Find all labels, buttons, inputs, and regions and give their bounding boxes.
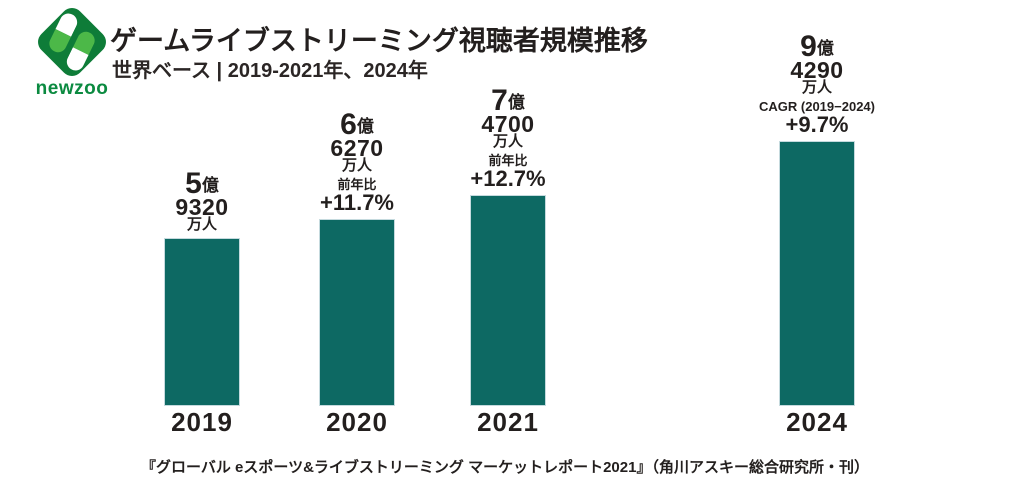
year-label-2024: 2024 [786, 407, 848, 437]
value-label: 6 億 [340, 108, 374, 141]
cagr-label: CAGR (2019−2024) [759, 99, 875, 114]
growth-value: +11.7% [319, 190, 394, 215]
value-label: 5 億 [185, 167, 219, 200]
bar-group-2019: 5 億 9320 万人 2019 [92, 167, 312, 437]
value-unit: 万人 [341, 157, 372, 174]
bar-group-2024: 9 億 4290 万人 CAGR (2019−2024) +9.7% 2024 [707, 30, 927, 438]
bar-2021 [470, 195, 546, 406]
growth-value: +12.7% [470, 166, 546, 191]
value-label: 9 億 [800, 30, 834, 63]
bar-2019 [164, 238, 240, 406]
value-label: 7 億 [491, 84, 525, 117]
bar-2020 [319, 219, 395, 406]
growth-label: 前年比 [337, 177, 377, 192]
year-label-2021: 2021 [477, 407, 539, 437]
cagr-value: +9.7% [785, 112, 849, 137]
value-label-man: 4700 [481, 111, 535, 137]
year-label-2019: 2019 [171, 407, 233, 437]
newzoo-diamond-icon [38, 8, 106, 76]
bar-group-2021: 7 億 4700 万人 前年比 +12.7% 2021 [398, 84, 618, 437]
value-label-man: 4290 [790, 57, 844, 83]
value-unit: 万人 [492, 133, 523, 150]
newzoo-logo: newzoo [28, 4, 116, 100]
bar-group-2020: 6 億 6270 万人 前年比 +11.7% 2020 [247, 108, 467, 437]
newzoo-wordmark: newzoo [35, 78, 109, 99]
chart-subtitle: 世界ベース | 2019-2021年、2024年 [112, 60, 428, 82]
chart-title: ゲームライブストリーミング視聴者規模推移 [110, 26, 648, 56]
bar-2024 [779, 141, 855, 406]
value-unit: 万人 [801, 79, 832, 96]
source-note: 『グローバル eスポーツ&ライブストリーミング マーケットレポート2021』（角… [141, 459, 869, 476]
value-label-man: 9320 [175, 194, 229, 220]
value-label-man: 6270 [330, 135, 384, 161]
value-unit: 万人 [186, 216, 217, 233]
year-label-2020: 2020 [326, 407, 388, 437]
growth-label: 前年比 [488, 153, 528, 168]
